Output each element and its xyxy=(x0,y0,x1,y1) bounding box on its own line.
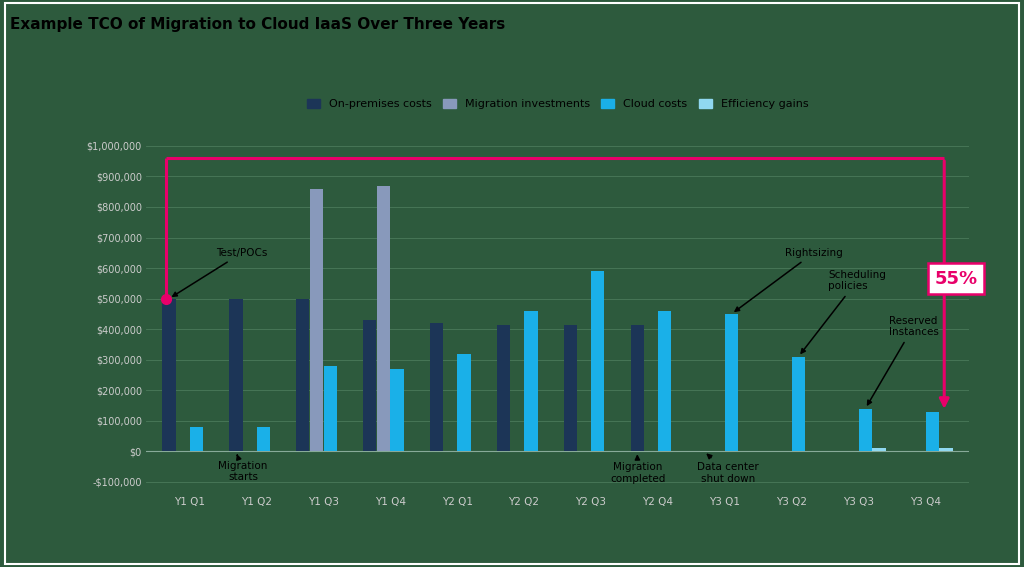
Bar xyxy=(296,299,309,451)
Text: Example TCO of Migration to Cloud IaaS Over Three Years: Example TCO of Migration to Cloud IaaS O… xyxy=(10,17,506,32)
Bar xyxy=(792,357,805,451)
Text: Migration
completed: Migration completed xyxy=(610,456,666,484)
Bar xyxy=(591,271,604,451)
Text: Migration
starts: Migration starts xyxy=(218,455,267,483)
Bar xyxy=(458,354,471,451)
Bar xyxy=(229,299,243,451)
Text: Scheduling
policies: Scheduling policies xyxy=(801,270,886,353)
Bar xyxy=(858,409,872,451)
Bar xyxy=(377,185,390,451)
Bar xyxy=(524,311,538,451)
Bar xyxy=(926,412,939,451)
Bar xyxy=(324,366,337,451)
Text: Test/POCs: Test/POCs xyxy=(173,248,267,296)
Bar xyxy=(362,320,377,451)
Bar xyxy=(658,311,672,451)
Bar xyxy=(631,324,644,451)
Text: Rightsizing: Rightsizing xyxy=(735,248,843,311)
Text: Reserved
Instances: Reserved Instances xyxy=(867,316,938,405)
Bar xyxy=(563,324,577,451)
Bar xyxy=(390,369,403,451)
Bar xyxy=(310,189,324,451)
Bar xyxy=(725,314,738,451)
Bar xyxy=(497,324,510,451)
Bar xyxy=(872,448,886,451)
Bar xyxy=(939,448,952,451)
Text: 55%: 55% xyxy=(935,270,978,288)
Bar xyxy=(257,427,270,451)
Bar xyxy=(163,299,176,451)
Legend: On-premises costs, Migration investments, Cloud costs, Efficiency gains: On-premises costs, Migration investments… xyxy=(302,94,813,113)
Bar xyxy=(189,427,203,451)
Text: Data center
shut down: Data center shut down xyxy=(697,454,759,484)
Bar xyxy=(430,323,443,451)
